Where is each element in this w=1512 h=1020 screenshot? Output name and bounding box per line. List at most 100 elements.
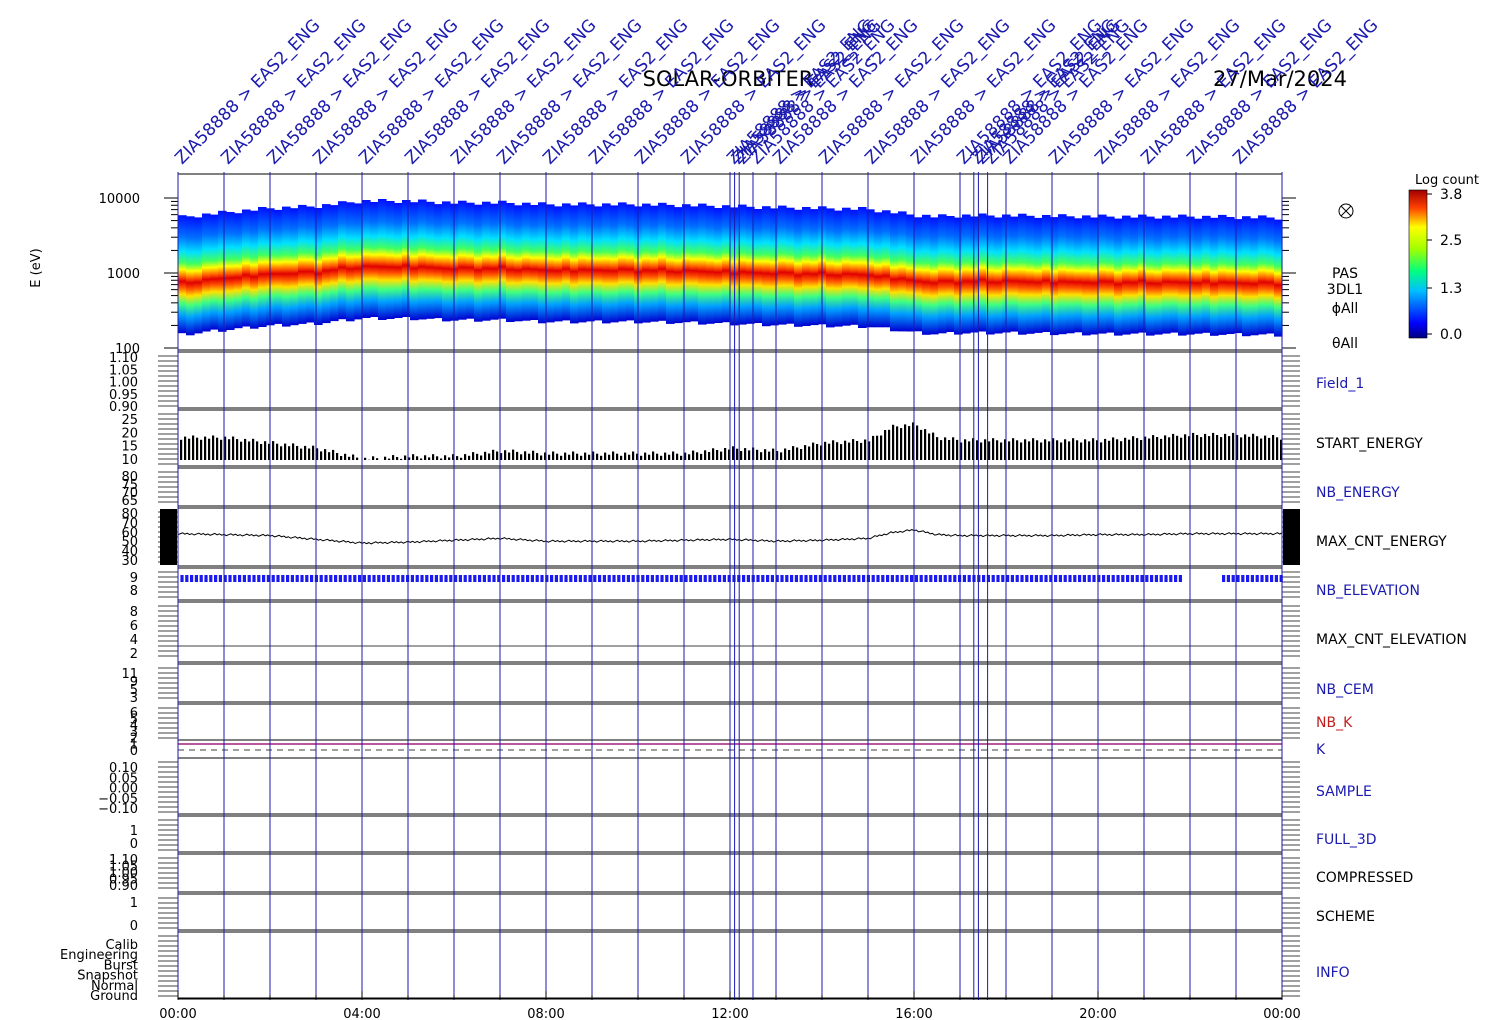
start-energy-bar [872,435,875,460]
start-energy-bar [488,453,491,460]
start-energy-bar [232,436,235,460]
start-energy-bar [888,429,891,460]
start-energy-bar [1220,437,1223,460]
start-energy-bar [652,451,655,460]
nb-elevation-bar [727,575,731,582]
panel-tick-label: 20 [121,426,138,441]
spectrogram-column [698,203,707,325]
nb-elevation-bar [1082,575,1086,582]
nb-elevation-bar [343,575,347,582]
start-energy-bar [868,441,871,460]
nb-elevation-bar [833,575,837,582]
panel-compressed: 1.101.051.000.950.90 COMPRESSED [109,853,1413,894]
nb-elevation-bar [502,575,506,582]
spectrogram-column [706,205,715,324]
nb-elevation-bar [626,575,630,582]
nb-elevation-bar [1049,575,1053,582]
spectrogram-column [1114,218,1123,336]
spectrogram-column [882,210,891,328]
start-energy-bar [552,451,555,460]
start-energy-bar [1004,439,1007,460]
start-energy-bar [536,453,539,460]
start-energy-bar [216,437,219,460]
nb-elevation-bar [718,575,722,582]
panel-tick-label: Ground [90,989,138,1004]
spectrogram-column [178,215,187,334]
nb-elevation-bar [1097,575,1101,582]
spectrogram-column [778,205,787,325]
spectrogram-column [978,213,987,332]
spectrogram-column [850,209,859,325]
start-energy-bar [1264,435,1267,460]
start-energy-bar [492,449,495,460]
nb-elevation-bar [420,575,424,582]
nb-elevation-bar [391,575,395,582]
start-energy-bar [300,448,303,460]
spectrogram-column [338,201,347,320]
spectrogram-column [866,209,875,328]
nb-elevation-bar [506,575,510,582]
start-energy-bar [964,439,967,460]
start-energy-bar [440,458,443,460]
start-energy-bar [712,448,715,460]
nb-elevation-bar [823,575,827,582]
nb-elevation-bar [319,575,323,582]
start-energy-bar [396,457,399,460]
nb-elevation-bar [602,575,606,582]
nb-elevation-bar [746,575,750,582]
start-energy-bar [1144,436,1147,460]
panel-tick-label: 6 [130,706,138,721]
nb-elevation-bar [934,575,938,582]
spectrogram-column [714,208,723,323]
spectrogram-image [177,173,1283,351]
start-energy-bar [848,442,851,460]
nb-elevation-bar [329,575,333,582]
spectrogram-column [322,204,331,324]
start-energy-bar [284,443,287,460]
start-energy-bar [884,430,887,460]
nb-elevation-bar [1015,575,1019,582]
nb-elevation-bar [1034,575,1038,582]
panel-tick-label: 6 [130,619,138,634]
nb-elevation-bar [180,575,184,582]
spectrogram-column [314,208,323,325]
start-energy-bar [948,440,951,460]
start-energy-bar [224,436,227,460]
start-energy-bar [720,451,723,460]
start-energy-bar [864,439,867,460]
start-energy-bar [472,452,475,460]
start-energy-bar [940,440,943,460]
spectrogram-column [482,201,491,321]
time-axis-label: 12:00 [711,1007,748,1020]
start-energy-bar [1120,441,1123,460]
start-energy-bar [808,446,811,460]
start-energy-bar [896,426,899,460]
nb-elevation-bar [204,575,208,582]
start-energy-bar [296,446,299,460]
nb-elevation-bar [1073,575,1077,582]
colorbar-tick-label: 3.8 [1440,187,1462,203]
start-energy-bar [836,442,839,460]
start-energy-bar [1212,432,1215,460]
start-energy-bar [768,451,771,460]
start-energy-bar [1116,439,1119,460]
nb-elevation-bar [1135,575,1139,582]
spectrogram-column [826,208,835,328]
nb-elevation-bar [708,575,712,582]
nb-elevation-bar [804,575,808,582]
start-energy-bar [540,455,543,460]
nb-elevation-bar [487,575,491,582]
panel-tick-label: 2 [130,647,138,662]
nb-elevation-bar [444,575,448,582]
nb-elevation-bar [1010,575,1014,582]
panel-tick-label: 0.95 [109,873,138,888]
nb-elevation-bar [430,575,434,582]
start-energy-bar [968,441,971,460]
start-energy-bar [1084,439,1087,460]
nb-elevation-bar [852,575,856,582]
start-energy-bar [952,437,955,460]
date-title: 27/Mar/2024 [1213,67,1347,91]
nb-elevation-bar [468,575,472,582]
